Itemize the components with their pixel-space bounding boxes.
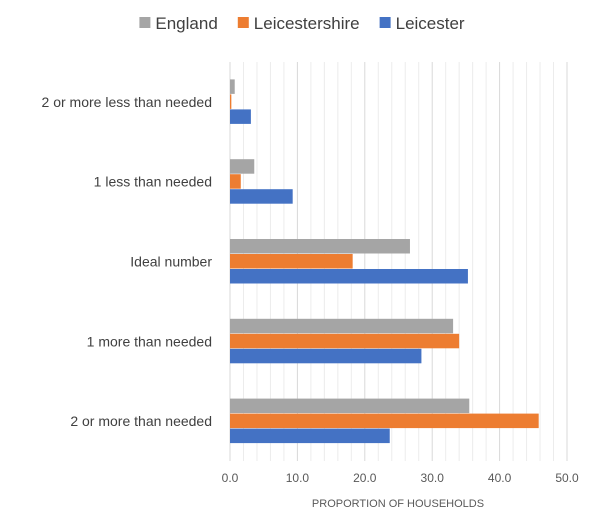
bar-leicestershire xyxy=(230,333,460,349)
bar-leicestershire xyxy=(230,413,539,429)
bar-leicester xyxy=(230,189,293,204)
legend-item: Leicester xyxy=(379,14,465,33)
bar-leicestershire xyxy=(230,94,232,109)
x-tick-label: 0.0 xyxy=(222,471,239,485)
legend-item: Leicestershire xyxy=(237,14,360,33)
bar-leicester xyxy=(230,109,251,124)
bar-leicestershire xyxy=(230,254,353,269)
legend-item: England xyxy=(139,14,218,33)
bar-england xyxy=(230,398,470,414)
bar-england xyxy=(230,239,410,254)
bars xyxy=(230,79,539,444)
legend-swatch xyxy=(139,17,151,28)
category-label: Ideal number xyxy=(130,254,212,270)
x-tick-label: 20.0 xyxy=(353,471,377,485)
legend-label: England xyxy=(155,14,217,33)
bar-england xyxy=(230,79,235,94)
x-axis-tick-labels: 0.0 10.0 20.0 30.0 40.0 50.0 xyxy=(222,471,579,485)
x-tick-label: 40.0 xyxy=(488,471,512,485)
category-label: 2 or more less than needed xyxy=(42,94,212,110)
category-label: 1 less than needed xyxy=(94,174,212,190)
gridlines xyxy=(229,62,568,461)
x-tick-label: 30.0 xyxy=(421,471,445,485)
bar-leicester xyxy=(230,348,422,364)
x-axis-title: PROPORTION OF HOUSEHOLDS xyxy=(312,498,484,510)
bar-leicester xyxy=(230,269,468,284)
legend: England Leicestershire Leicester xyxy=(139,14,465,33)
x-tick-label: 50.0 xyxy=(555,471,579,485)
category-label: 2 or more than needed xyxy=(70,413,212,429)
legend-swatch xyxy=(379,17,391,28)
bar-leicestershire xyxy=(230,174,241,189)
legend-swatch xyxy=(237,17,249,28)
bar-england xyxy=(230,318,454,334)
legend-label: Leicestershire xyxy=(254,14,360,33)
category-label: 1 more than needed xyxy=(87,333,212,349)
bar-leicester xyxy=(230,428,390,444)
bar-england xyxy=(230,159,255,174)
category-labels: 2 or more less than needed 1 less than ne… xyxy=(42,94,213,429)
x-tick-label: 10.0 xyxy=(286,471,310,485)
legend-label: Leicester xyxy=(396,14,465,33)
